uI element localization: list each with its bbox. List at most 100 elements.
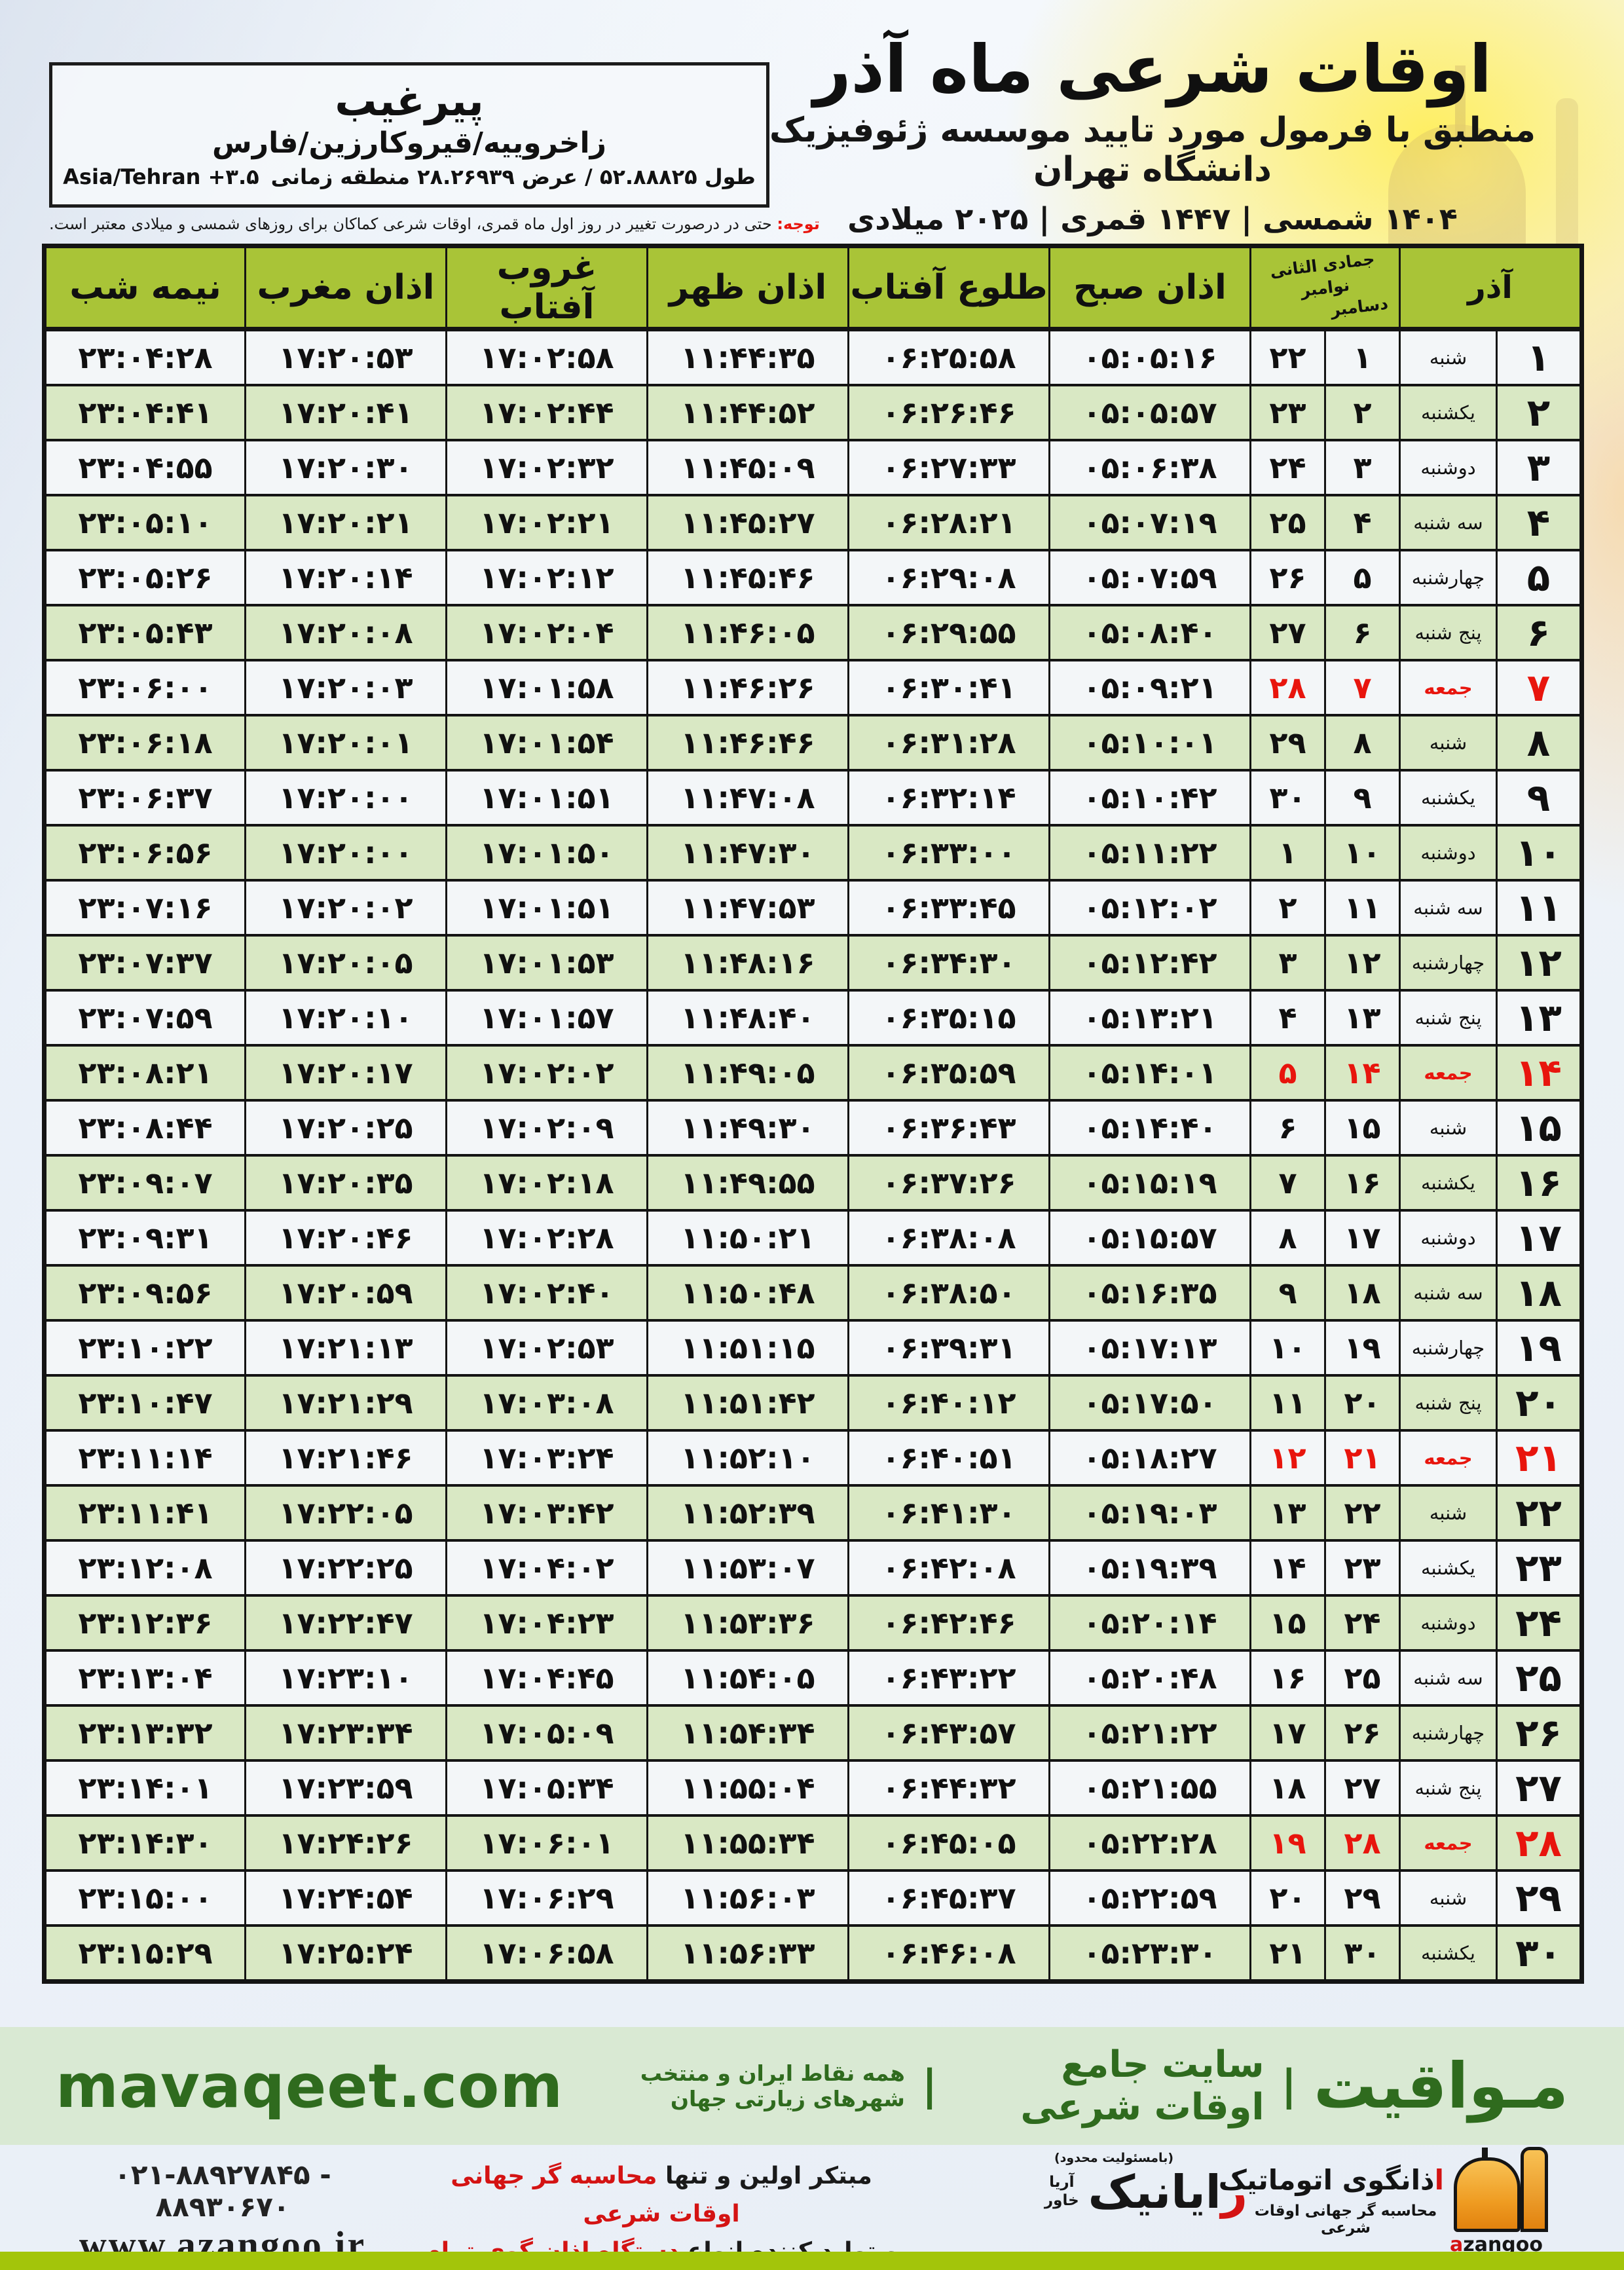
gregorian-day-cell: ۲۴: [1249, 439, 1326, 495]
hijri-day-cell: ۱: [1324, 327, 1401, 385]
azan-maghreb-cell: ۱۷:۲۲:۰۵: [244, 1484, 447, 1540]
azan-maghreb-cell: ۱۷:۲۳:۵۹: [244, 1759, 447, 1815]
tolu-aftab-cell: ۰۶:۴۳:۵۷: [847, 1704, 1050, 1760]
tolu-aftab-cell: ۰۶:۴۴:۳۲: [847, 1759, 1050, 1815]
separator: |: [1281, 2062, 1297, 2110]
table-row: ۱۴ جمعه ۱۴ ۵ ۰۵:۱۴:۰۱ ۰۶:۳۵:۵۹ ۱۱:۴۹:۰۵ …: [43, 1044, 1583, 1100]
ghorub-aftab-cell: ۱۷:۰۱:۵۱: [445, 879, 648, 935]
hijri-day-cell: ۱۷: [1324, 1209, 1401, 1265]
azar-day-cell: ۸: [1496, 714, 1583, 770]
azan-maghreb-cell: ۱۷:۲۰:۲۱: [244, 494, 447, 550]
azan-sobh-cell: ۰۵:۱۰:۰۱: [1048, 714, 1251, 770]
azan-sobh-cell: ۰۵:۱۶:۳۵: [1048, 1264, 1251, 1320]
azan-maghreb-cell: ۱۷:۲۰:۰۵: [244, 934, 447, 990]
table-row: ۱۳ پنج شنبه ۱۳ ۴ ۰۵:۱۳:۲۱ ۰۶:۳۵:۱۵ ۱۱:۴۸…: [43, 989, 1583, 1045]
coverage-text: همه نقاط ایران و منتخب شهرهای زیارتی جها…: [640, 2060, 905, 2112]
nime-shab-cell: ۲۳:۰۴:۴۱: [43, 384, 246, 440]
azar-day-cell: ۲۰: [1496, 1374, 1583, 1430]
nime-shab-cell: ۲۳:۱۵:۰۰: [43, 1869, 246, 1926]
table-row: ۱۵ شنبه ۱۵ ۶ ۰۵:۱۴:۴۰ ۰۶:۳۶:۴۳ ۱۱:۴۹:۳۰ …: [43, 1099, 1583, 1155]
hijri-day-cell: ۳: [1324, 439, 1401, 495]
table-row: ۲۵ سه شنبه ۲۵ ۱۶ ۰۵:۲۰:۴۸ ۰۶:۴۳:۲۲ ۱۱:۵۴…: [43, 1649, 1583, 1705]
nime-shab-cell: ۲۳:۰۵:۲۶: [43, 549, 246, 605]
gregorian-day-cell: ۱۹: [1249, 1814, 1326, 1870]
table-row: ۱۰ دوشنبه ۱۰ ۱ ۰۵:۱۱:۲۲ ۰۶:۳۳:۰۰ ۱۱:۴۷:۳…: [43, 824, 1583, 880]
nime-shab-cell: ۲۳:۰۹:۵۶: [43, 1264, 246, 1320]
hijri-day-cell: ۲۷: [1324, 1759, 1401, 1815]
weekday-cell: دوشنبه: [1399, 439, 1498, 495]
nime-shab-cell: ۲۳:۱۳:۰۴: [43, 1649, 246, 1705]
ghorub-aftab-cell: ۱۷:۰۲:۰۲: [445, 1044, 648, 1100]
azan-sobh-cell: ۰۵:۱۲:۰۲: [1048, 879, 1251, 935]
azan-maghreb-cell: ۱۷:۲۰:۲۵: [244, 1099, 447, 1155]
azan-zohr-cell: ۱۱:۴۷:۳۰: [646, 824, 849, 880]
azan-sobh-cell: ۰۵:۲۲:۲۸: [1048, 1814, 1251, 1870]
table-row: ۱ شنبه ۱ ۲۲ ۰۵:۰۵:۱۶ ۰۶:۲۵:۵۸ ۱۱:۴۴:۳۵ ۱…: [43, 327, 1583, 385]
table-row: ۶ پنج شنبه ۶ ۲۷ ۰۵:۰۸:۴۰ ۰۶:۲۹:۵۵ ۱۱:۴۶:…: [43, 604, 1583, 660]
ghorub-aftab-cell: ۱۷:۰۲:۰۴: [445, 604, 648, 660]
azan-zohr-cell: ۱۱:۴۹:۰۵: [646, 1044, 849, 1100]
tolu-aftab-cell: ۰۶:۲۵:۵۸: [847, 327, 1050, 385]
ghorub-aftab-cell: ۱۷:۰۲:۴۰: [445, 1264, 648, 1320]
weekday-cell: جمعه: [1399, 1814, 1498, 1870]
tolu-aftab-cell: ۰۶:۳۶:۴۳: [847, 1099, 1050, 1155]
hijri-day-cell: ۳۰: [1324, 1924, 1401, 1982]
azar-day-cell: ۱۱: [1496, 879, 1583, 935]
azar-day-cell: ۲۳: [1496, 1539, 1583, 1595]
azan-zohr-cell: ۱۱:۴۶:۲۶: [646, 659, 849, 715]
azan-maghreb-cell: ۱۷:۲۰:۰۳: [244, 659, 447, 715]
hijri-day-cell: ۲۹: [1324, 1869, 1401, 1926]
tolu-aftab-cell: ۰۶:۴۲:۰۸: [847, 1539, 1050, 1595]
rayanik-sub: آریا خاور: [1044, 2174, 1079, 2209]
table-header-row: آذر جمادی الثانی نوامبر دسامبر اذان صبح …: [43, 244, 1583, 331]
azar-day-cell: ۱۴: [1496, 1044, 1583, 1100]
ghorub-aftab-cell: ۱۷:۰۲:۳۲: [445, 439, 648, 495]
table-row: ۱۶ یکشنبه ۱۶ ۷ ۰۵:۱۵:۱۹ ۰۶:۳۷:۲۶ ۱۱:۴۹:۵…: [43, 1154, 1583, 1210]
table-row: ۲۹ شنبه ۲۹ ۲۰ ۰۵:۲۲:۵۹ ۰۶:۴۵:۳۷ ۱۱:۵۶:۰۳…: [43, 1869, 1583, 1926]
location-region: زاخروییه/قیروکارزین/فارس: [212, 126, 606, 160]
azan-maghreb-cell: ۱۷:۲۵:۲۴: [244, 1924, 447, 1982]
gregorian-day-cell: ۲۳: [1249, 384, 1326, 440]
lat-long-value: طول ۵۲.۸۸۸۲۵ / عرض ۲۸.۲۶۹۳۹ منطقه زمانی: [270, 164, 756, 189]
ghorub-aftab-cell: ۱۷:۰۵:۰۹: [445, 1704, 648, 1760]
weekday-cell: جمعه: [1399, 659, 1498, 715]
gregorian-day-cell: ۱۷: [1249, 1704, 1326, 1760]
weekday-cell: سه شنبه: [1399, 1649, 1498, 1705]
column-header-dates: جمادی الثانی نوامبر دسامبر: [1249, 244, 1401, 331]
hijri-day-cell: ۲۳: [1324, 1539, 1401, 1595]
calendar-years: ۱۴۰۴ شمسی | ۱۴۴۷ قمری | ۲۰۲۵ میلادی: [847, 201, 1458, 236]
ghorub-aftab-cell: ۱۷:۰۱:۵۴: [445, 714, 648, 770]
ghorub-aftab-cell: ۱۷:۰۱:۵۷: [445, 989, 648, 1045]
ghorub-aftab-cell: ۱۷:۰۲:۵۳: [445, 1319, 648, 1375]
table-row: ۱۸ سه شنبه ۱۸ ۹ ۰۵:۱۶:۳۵ ۰۶:۳۸:۵۰ ۱۱:۵۰:…: [43, 1264, 1583, 1320]
azan-maghreb-cell: ۱۷:۲۰:۴۶: [244, 1209, 447, 1265]
azan-sobh-cell: ۰۵:۱۸:۲۷: [1048, 1429, 1251, 1485]
site-description: سایت جامع اوقات شرعی: [1020, 2043, 1264, 2129]
tolu-aftab-cell: ۰۶:۳۲:۱۴: [847, 769, 1050, 825]
azan-maghreb-cell: ۱۷:۲۰:۳۰: [244, 439, 447, 495]
hijri-day-cell: ۱۸: [1324, 1264, 1401, 1320]
tolu-aftab-cell: ۰۶:۴۱:۳۰: [847, 1484, 1050, 1540]
location-coordinates: Asia/Tehran +۳.۵ طول ۵۲.۸۸۸۲۵ / عرض ۲۸.۲…: [63, 164, 756, 189]
nime-shab-cell: ۲۳:۰۶:۳۷: [43, 769, 246, 825]
azar-day-cell: ۲۶: [1496, 1704, 1583, 1760]
gregorian-day-cell: ۲۸: [1249, 659, 1326, 715]
ghorub-aftab-cell: ۱۷:۰۲:۱۸: [445, 1154, 648, 1210]
weekday-cell: دوشنبه: [1399, 824, 1498, 880]
azan-sobh-cell: ۰۵:۲۳:۳۰: [1048, 1924, 1251, 1982]
table-row: ۲۶ چهارشنبه ۲۶ ۱۷ ۰۵:۲۱:۲۲ ۰۶:۴۳:۵۷ ۱۱:۵…: [43, 1704, 1583, 1760]
azar-day-cell: ۲۹: [1496, 1869, 1583, 1926]
table-row: ۲۷ پنج شنبه ۲۷ ۱۸ ۰۵:۲۱:۵۵ ۰۶:۴۴:۳۲ ۱۱:۵…: [43, 1759, 1583, 1815]
note-text: حتی در درصورت تغییر در روز اول ماه قمری،…: [49, 215, 772, 233]
azar-day-cell: ۵: [1496, 549, 1583, 605]
ghorub-aftab-cell: ۱۷:۰۱:۵۰: [445, 824, 648, 880]
hijri-day-cell: ۲: [1324, 384, 1401, 440]
table-row: ۵ چهارشنبه ۵ ۲۶ ۰۵:۰۷:۵۹ ۰۶:۲۹:۰۸ ۱۱:۴۵:…: [43, 549, 1583, 605]
azan-maghreb-cell: ۱۷:۲۲:۴۷: [244, 1594, 447, 1650]
mavaqeet-brand-group: مـواقیت | سایت جامع اوقات شرعی | همه نقا…: [563, 2043, 1568, 2129]
gregorian-day-cell: ۱۴: [1249, 1539, 1326, 1595]
hijri-day-cell: ۱۵: [1324, 1099, 1401, 1155]
azan-maghreb-cell: ۱۷:۲۰:۱۰: [244, 989, 447, 1045]
azan-zohr-cell: ۱۱:۴۵:۰۹: [646, 439, 849, 495]
azan-maghreb-cell: ۱۷:۲۰:۰۲: [244, 879, 447, 935]
